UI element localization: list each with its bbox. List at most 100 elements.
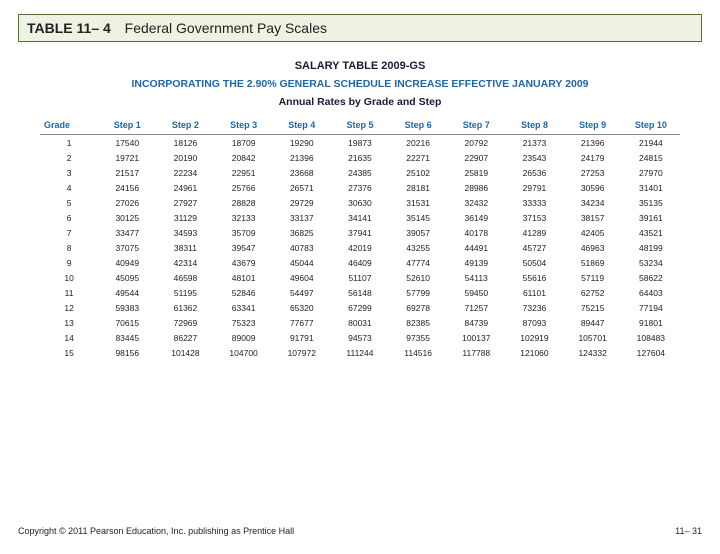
cell-value: 19873 — [331, 135, 389, 151]
cell-value: 27026 — [98, 195, 156, 210]
cell-value: 100137 — [447, 330, 505, 345]
col-step-1: Step 1 — [98, 116, 156, 135]
cell-value: 37153 — [505, 210, 563, 225]
cell-value: 127604 — [622, 345, 680, 360]
cell-value: 45095 — [98, 270, 156, 285]
cell-value: 52846 — [215, 285, 273, 300]
cell-value: 70615 — [98, 315, 156, 330]
cell-value: 26536 — [505, 165, 563, 180]
cell-value: 24179 — [564, 150, 622, 165]
cell-value: 87093 — [505, 315, 563, 330]
cell-value: 43255 — [389, 240, 447, 255]
cell-grade: 8 — [40, 240, 98, 255]
cell-value: 28181 — [389, 180, 447, 195]
cell-value: 24961 — [156, 180, 214, 195]
col-step-3: Step 3 — [215, 116, 273, 135]
cell-value: 46598 — [156, 270, 214, 285]
cell-value: 97355 — [389, 330, 447, 345]
cell-value: 58622 — [622, 270, 680, 285]
cell-value: 101428 — [156, 345, 214, 360]
col-step-7: Step 7 — [447, 116, 505, 135]
cell-value: 55616 — [505, 270, 563, 285]
cell-value: 46409 — [331, 255, 389, 270]
table-row: 2197212019020842213962163522271229072354… — [40, 150, 680, 165]
salary-table-block: SALARY TABLE 2009-GS INCORPORATING THE 2… — [40, 60, 680, 360]
cell-value: 48199 — [622, 240, 680, 255]
col-step-2: Step 2 — [156, 116, 214, 135]
cell-grade: 3 — [40, 165, 98, 180]
col-grade: Grade — [40, 116, 98, 135]
cell-value: 89447 — [564, 315, 622, 330]
table-number: TABLE 11– 4 — [27, 20, 111, 36]
cell-value: 91791 — [273, 330, 331, 345]
table-row: 1370615729697532377677800318238584739870… — [40, 315, 680, 330]
cell-value: 75215 — [564, 300, 622, 315]
cell-value: 45727 — [505, 240, 563, 255]
cell-value: 49139 — [447, 255, 505, 270]
cell-value: 35135 — [622, 195, 680, 210]
cell-value: 63341 — [215, 300, 273, 315]
table-row: 1259383613626334165320672996927871257732… — [40, 300, 680, 315]
cell-value: 40783 — [273, 240, 331, 255]
cell-value: 48101 — [215, 270, 273, 285]
table-row: 1598156101428104700107972111244114516117… — [40, 345, 680, 360]
table-row: 7334773459335709368253794139057401784128… — [40, 225, 680, 240]
cell-value: 56148 — [331, 285, 389, 300]
cell-value: 61362 — [156, 300, 214, 315]
cell-value: 37075 — [98, 240, 156, 255]
cell-value: 124332 — [564, 345, 622, 360]
cell-value: 22271 — [389, 150, 447, 165]
copyright-text: Copyright © 2011 Pearson Education, Inc.… — [18, 526, 294, 536]
cell-grade: 13 — [40, 315, 98, 330]
table-row: 3215172223422951236682438525102258192653… — [40, 165, 680, 180]
cell-value: 45044 — [273, 255, 331, 270]
cell-value: 20216 — [389, 135, 447, 151]
cell-value: 49544 — [98, 285, 156, 300]
cell-value: 30596 — [564, 180, 622, 195]
col-step-4: Step 4 — [273, 116, 331, 135]
cell-value: 91801 — [622, 315, 680, 330]
pay-scale-table: GradeStep 1Step 2Step 3Step 4Step 5Step … — [40, 116, 680, 360]
table-title-bar: TABLE 11– 4 Federal Government Pay Scale… — [18, 14, 702, 42]
cell-value: 77194 — [622, 300, 680, 315]
cell-value: 51195 — [156, 285, 214, 300]
cell-value: 21396 — [273, 150, 331, 165]
cell-value: 50504 — [505, 255, 563, 270]
cell-value: 64403 — [622, 285, 680, 300]
cell-value: 27927 — [156, 195, 214, 210]
cell-value: 43679 — [215, 255, 273, 270]
cell-value: 94573 — [331, 330, 389, 345]
cell-value: 32133 — [215, 210, 273, 225]
cell-value: 65320 — [273, 300, 331, 315]
cell-value: 59450 — [447, 285, 505, 300]
cell-grade: 7 — [40, 225, 98, 240]
col-step-9: Step 9 — [564, 116, 622, 135]
cell-value: 59383 — [98, 300, 156, 315]
cell-value: 67299 — [331, 300, 389, 315]
cell-value: 62752 — [564, 285, 622, 300]
cell-value: 21635 — [331, 150, 389, 165]
cell-value: 25766 — [215, 180, 273, 195]
cell-value: 36825 — [273, 225, 331, 240]
table-row: 4241562496125766265712737628181289862979… — [40, 180, 680, 195]
cell-value: 31129 — [156, 210, 214, 225]
cell-value: 25102 — [389, 165, 447, 180]
cell-grade: 10 — [40, 270, 98, 285]
cell-value: 29729 — [273, 195, 331, 210]
cell-value: 33333 — [505, 195, 563, 210]
cell-value: 46963 — [564, 240, 622, 255]
cell-value: 72969 — [156, 315, 214, 330]
cell-value: 77677 — [273, 315, 331, 330]
cell-value: 51869 — [564, 255, 622, 270]
salary-heading: SALARY TABLE 2009-GS — [40, 60, 680, 72]
cell-value: 49604 — [273, 270, 331, 285]
cell-grade: 4 — [40, 180, 98, 195]
cell-value: 40949 — [98, 255, 156, 270]
salary-rates-line: Annual Rates by Grade and Step — [40, 96, 680, 108]
cell-value: 22951 — [215, 165, 273, 180]
cell-value: 54113 — [447, 270, 505, 285]
cell-value: 35145 — [389, 210, 447, 225]
cell-value: 31531 — [389, 195, 447, 210]
cell-value: 84739 — [447, 315, 505, 330]
cell-value: 33477 — [98, 225, 156, 240]
